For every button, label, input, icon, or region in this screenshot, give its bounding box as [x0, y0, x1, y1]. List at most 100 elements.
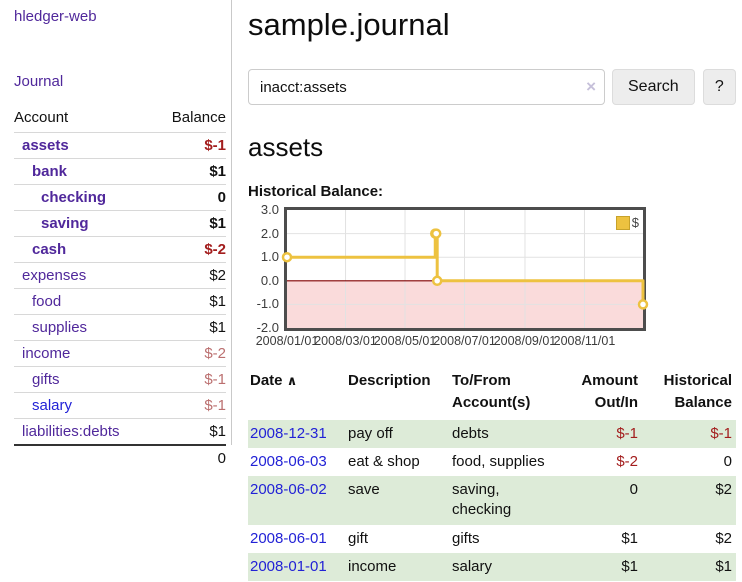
account-row: salary $-1	[14, 392, 226, 419]
transaction-accounts: debts	[450, 419, 560, 448]
page-title: sample.journal	[248, 7, 450, 42]
transaction-date-link[interactable]: 2008-06-02	[250, 481, 327, 498]
historical-balance-chart: $ 3.0 2.0 1.0 0.0 -1.0 -2.0 2008/01/01 2008/03/…	[248, 202, 736, 352]
transaction-description: gift	[348, 529, 369, 547]
transaction-date-link[interactable]: 2008-06-03	[250, 452, 327, 470]
accounts-table-body: assets $-1 bank $1 checking 0 saving $1 cash $-2 e…	[14, 132, 226, 446]
transaction-description: pay off	[346, 419, 450, 448]
column-header-description[interactable]: Description	[348, 372, 431, 389]
x-axis-tick-label: 2008/05/01	[373, 334, 437, 348]
account-link-supplies[interactable]: supplies	[32, 319, 88, 336]
column-header-balance[interactable]: Historical Balance	[663, 372, 732, 411]
transaction-row: 2008-12-31 pay off debts $-1 $-1	[248, 419, 736, 448]
account-link-liabilities-debts[interactable]: liabilities:debts	[22, 423, 120, 440]
transaction-amount: $-1	[560, 419, 642, 448]
transaction-accounts: salary	[450, 552, 560, 581]
transaction-row: 2008-06-03 eat & shop food, supplies $-2 0	[248, 448, 736, 476]
account-link-bank[interactable]: bank	[32, 163, 68, 180]
search-input[interactable]	[248, 69, 605, 105]
accounts-table: Account Balance assets $-1 bank $1 checking 0…	[14, 104, 226, 471]
accounts-col-balance: Balance	[154, 104, 226, 133]
accounts-total-spacer	[14, 444, 155, 471]
sort-asc-icon: ∧	[286, 373, 298, 388]
chart-title: Historical Balance:	[248, 183, 384, 200]
transaction-row: 2008-06-01 gift gifts $1 $2	[248, 525, 736, 553]
column-header-amount[interactable]: Amount Out/In	[581, 372, 638, 411]
transaction-accounts: gifts	[452, 529, 480, 547]
transaction-date-link[interactable]: 2008-06-01	[250, 529, 327, 547]
account-link-gifts[interactable]: gifts	[32, 371, 60, 388]
transaction-balance: $2	[642, 476, 736, 525]
y-axis-tick-label: -2.0	[256, 320, 279, 335]
chart-plot-area: $	[281, 207, 649, 331]
account-row: income $-2	[14, 340, 226, 367]
column-header-date[interactable]: Date ∧	[250, 372, 298, 389]
account-link-expenses[interactable]: expenses	[22, 267, 87, 284]
register-table-body: 2008-12-31 pay off debts $-1 $-1 2008-06-03 ea…	[248, 419, 736, 581]
sidebar-item-journal[interactable]: Journal	[14, 73, 64, 90]
account-row: food $1	[14, 288, 226, 315]
account-link-cash[interactable]: cash	[32, 241, 67, 258]
x-axis-tick-label: 2008/01/01	[255, 334, 319, 348]
transaction-amount: $1	[560, 552, 642, 581]
accounts-total-value: 0	[154, 444, 226, 471]
accounts-total-row: 0	[14, 444, 226, 471]
legend-label: $	[631, 215, 639, 230]
account-row: supplies $1	[14, 314, 226, 341]
account-row: assets $-1	[14, 132, 226, 159]
y-axis-tick-label: 1.0	[260, 249, 279, 265]
account-balance: $-2	[154, 236, 226, 263]
transaction-row: 2008-01-01 income salary $1 $1	[248, 552, 736, 581]
transaction-balance: $2	[715, 529, 732, 547]
account-balance: 0	[154, 184, 226, 211]
account-balance: $1	[154, 210, 226, 237]
account-row: gifts $-1	[14, 366, 226, 393]
account-link-salary[interactable]: salary	[32, 397, 73, 414]
x-axis-tick-label: 2008/09/01	[493, 334, 557, 348]
transaction-date-link[interactable]: 2008-01-01	[250, 557, 327, 575]
search-form: × Search ?	[248, 69, 736, 105]
account-link-checking[interactable]: checking	[41, 189, 107, 206]
account-row: liabilities:debts $1	[14, 418, 226, 446]
account-link-assets[interactable]: assets	[22, 137, 69, 154]
transaction-description: income	[346, 552, 450, 581]
column-header-accounts[interactable]: To/From Account(s)	[452, 372, 531, 411]
account-link-income[interactable]: income	[22, 345, 71, 362]
account-row: bank $1	[14, 158, 226, 185]
legend-swatch-icon	[615, 215, 630, 230]
account-row: expenses $2	[14, 262, 226, 289]
transaction-accounts: saving, checking	[450, 476, 560, 525]
main-content: sample.journal × Search ? assets Histori…	[248, 0, 736, 581]
transaction-balance: $-1	[642, 419, 736, 448]
account-balance: $-1	[154, 392, 226, 419]
y-axis-tick-label: 0.0	[260, 272, 279, 288]
transaction-amount: 0	[560, 476, 642, 525]
account-balance: $1	[154, 314, 226, 341]
sidebar: hledger-web Journal Account Balance asse…	[0, 0, 232, 471]
transaction-row: 2008-06-02 save saving, checking 0 $2	[248, 476, 736, 525]
account-link-food[interactable]: food	[32, 293, 62, 310]
account-row: saving $1	[14, 210, 226, 237]
account-link-saving[interactable]: saving	[41, 215, 89, 232]
brand-link[interactable]: hledger-web	[14, 8, 97, 25]
account-balance: $2	[154, 262, 226, 289]
transaction-amount: $1	[621, 529, 638, 547]
clear-search-icon[interactable]: ×	[586, 77, 596, 96]
transaction-description: eat & shop	[348, 452, 420, 470]
transaction-date-link[interactable]: 2008-12-31	[250, 424, 327, 442]
search-button[interactable]: Search	[612, 69, 695, 105]
sidebar-nav: Journal	[14, 73, 231, 91]
chart-legend: $	[615, 215, 639, 230]
account-row: cash $-2	[14, 236, 226, 263]
account-balance: $1	[154, 418, 226, 446]
y-axis-tick-label: 2.0	[260, 225, 279, 241]
register-header-row: Date ∧ Description To/From Account(s) Amoun…	[248, 368, 736, 420]
transaction-amount: $-2	[616, 452, 638, 470]
chart-canvas	[281, 210, 649, 328]
help-button[interactable]: ?	[702, 69, 736, 105]
account-balance: $-1	[154, 366, 226, 393]
transaction-accounts: food, supplies	[452, 452, 545, 470]
app-brand: hledger-web	[14, 8, 231, 26]
account-heading: assets	[248, 132, 324, 162]
transaction-description: save	[346, 476, 450, 525]
